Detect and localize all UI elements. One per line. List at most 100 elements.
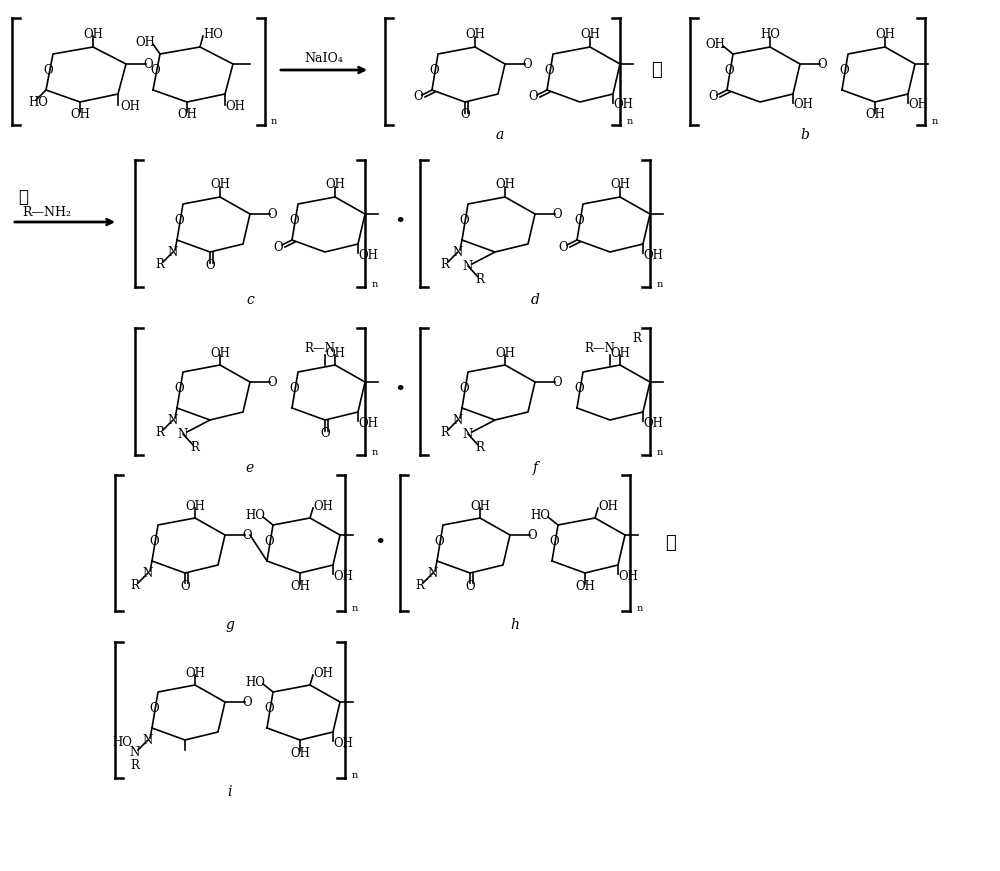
Text: N: N xyxy=(453,246,463,259)
Text: OH: OH xyxy=(865,109,885,121)
Text: n: n xyxy=(271,118,277,126)
Text: n: n xyxy=(352,771,358,780)
Text: O: O xyxy=(552,207,562,220)
Text: OH: OH xyxy=(290,746,310,760)
Text: n: n xyxy=(932,118,938,126)
Text: OH: OH xyxy=(908,98,928,111)
Text: e: e xyxy=(246,461,254,475)
Text: O: O xyxy=(174,381,184,395)
Text: O: O xyxy=(273,240,283,253)
Text: •: • xyxy=(374,534,386,552)
Text: •: • xyxy=(394,213,406,231)
Text: O: O xyxy=(724,64,734,77)
Text: O: O xyxy=(549,535,559,548)
Text: HO: HO xyxy=(203,28,223,40)
Text: N: N xyxy=(143,733,153,746)
Text: O: O xyxy=(465,579,475,592)
Text: n: n xyxy=(637,604,643,612)
Text: N: N xyxy=(168,246,178,259)
Text: R: R xyxy=(131,759,139,772)
Text: N: N xyxy=(168,414,178,427)
Text: OH: OH xyxy=(177,107,197,120)
Text: b: b xyxy=(801,128,809,142)
Text: i: i xyxy=(228,785,232,799)
Text: R: R xyxy=(131,578,139,591)
Text: n: n xyxy=(372,448,378,456)
Text: OH: OH xyxy=(598,499,618,512)
Text: OH: OH xyxy=(83,28,103,40)
Text: O: O xyxy=(320,427,330,440)
Text: HO: HO xyxy=(245,676,265,688)
Text: O: O xyxy=(522,57,532,71)
Text: R—N: R—N xyxy=(585,341,615,354)
Text: OH: OH xyxy=(643,416,663,429)
Text: OH: OH xyxy=(135,36,155,49)
Text: R: R xyxy=(416,578,424,591)
Text: O: O xyxy=(413,91,423,104)
Text: O: O xyxy=(527,529,537,542)
Text: O: O xyxy=(460,109,470,121)
Text: OH: OH xyxy=(618,570,638,583)
Text: R—N: R—N xyxy=(305,341,335,354)
Text: •: • xyxy=(394,381,406,399)
Text: n: n xyxy=(657,280,663,288)
Text: O: O xyxy=(143,57,153,71)
Text: OH: OH xyxy=(580,29,600,42)
Text: 或: 或 xyxy=(665,534,675,552)
Text: OH: OH xyxy=(313,666,333,679)
Text: NaIO₄: NaIO₄ xyxy=(305,51,343,64)
Text: O: O xyxy=(574,381,584,395)
Text: 酶: 酶 xyxy=(18,188,28,206)
Text: HO: HO xyxy=(760,29,780,42)
Text: OH: OH xyxy=(705,37,725,51)
Text: OH: OH xyxy=(225,100,245,113)
Text: O: O xyxy=(817,57,827,71)
Text: OH: OH xyxy=(210,179,230,192)
Text: c: c xyxy=(246,293,254,307)
Text: n: n xyxy=(372,280,378,288)
Text: R: R xyxy=(633,332,641,345)
Text: HO: HO xyxy=(245,509,265,522)
Text: O: O xyxy=(242,696,252,708)
Text: OH: OH xyxy=(613,98,633,111)
Text: N: N xyxy=(143,566,153,579)
Text: OH: OH xyxy=(495,347,515,360)
Text: O: O xyxy=(267,207,277,220)
Text: HO: HO xyxy=(112,735,132,748)
Text: n: n xyxy=(352,604,358,612)
Text: R: R xyxy=(156,258,164,271)
Text: O: O xyxy=(528,91,538,104)
Text: O: O xyxy=(708,91,718,104)
Text: R: R xyxy=(476,273,484,286)
Text: OH: OH xyxy=(333,737,353,750)
Text: OH: OH xyxy=(610,179,630,192)
Text: N: N xyxy=(178,428,188,441)
Text: n: n xyxy=(657,448,663,456)
Text: OH: OH xyxy=(325,179,345,192)
Text: OH: OH xyxy=(875,29,895,42)
Text: OH: OH xyxy=(575,579,595,592)
Text: OH: OH xyxy=(495,179,515,192)
Text: R: R xyxy=(156,426,164,438)
Text: N: N xyxy=(463,260,473,273)
Text: OH: OH xyxy=(793,98,813,111)
Text: N: N xyxy=(453,414,463,427)
Text: OH: OH xyxy=(325,347,345,360)
Text: g: g xyxy=(226,618,234,632)
Text: O: O xyxy=(839,64,849,77)
Text: O: O xyxy=(558,240,568,253)
Text: O: O xyxy=(180,579,190,592)
Text: O: O xyxy=(149,701,159,714)
Text: O: O xyxy=(289,381,299,395)
Text: OH: OH xyxy=(185,499,205,512)
Text: N: N xyxy=(463,428,473,441)
Text: O: O xyxy=(289,213,299,226)
Text: OH: OH xyxy=(185,666,205,679)
Text: O: O xyxy=(264,701,274,714)
Text: HO: HO xyxy=(530,509,550,522)
Text: O: O xyxy=(149,535,159,548)
Text: O: O xyxy=(434,535,444,548)
Text: OH: OH xyxy=(358,248,378,261)
Text: a: a xyxy=(496,128,504,142)
Text: OH: OH xyxy=(610,347,630,360)
